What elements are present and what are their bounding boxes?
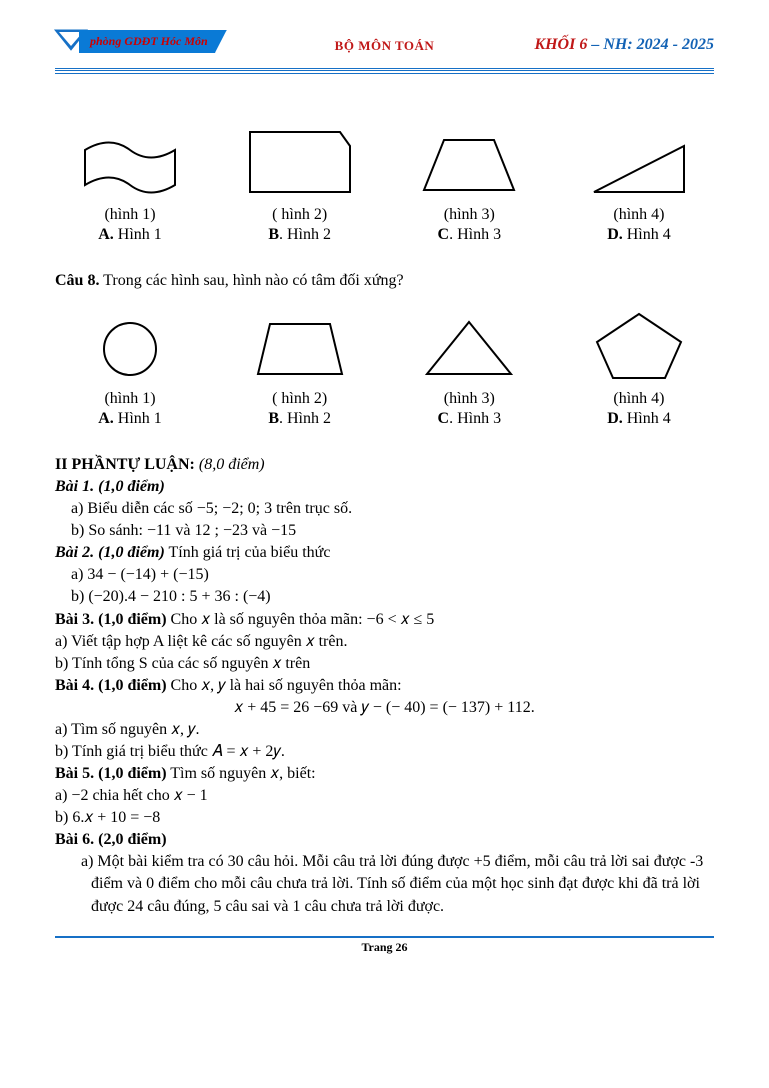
header-year: 2024 - 2025 — [637, 36, 714, 53]
bai6-a: a) Một bài kiểm tra có 30 câu hỏi. Mỗi c… — [81, 851, 714, 917]
triangle-icon — [419, 314, 519, 384]
trapezoid2-icon — [250, 314, 350, 384]
fig5-caption: (hình 1) — [55, 390, 205, 408]
fig6-caption: ( hình 2) — [225, 390, 375, 408]
header-sep: – NH: — [587, 36, 636, 53]
bai2-tail: Tính giá trị của biểu thức — [165, 544, 331, 561]
fig4-caption: (hình 4) — [564, 206, 714, 224]
fig8-option: D. Hình 4 — [564, 410, 714, 428]
fig1-opt-letter: A. — [98, 226, 114, 243]
bai3-tail: Cho 𝑥 là số nguyên thỏa mãn: −6 < 𝑥 ≤ 5 — [167, 611, 435, 628]
bai3-title: Bài 3. (1,0 điểm) — [55, 611, 167, 628]
fig2-option: B. Hình 2 — [225, 226, 375, 244]
bai5-tail: Tìm số nguyên 𝑥, biết: — [167, 765, 316, 782]
trapezoid-icon — [414, 130, 524, 200]
bai3-a: a) Viết tập hợp A liệt kê các số nguyên … — [55, 631, 714, 653]
pentagon-icon — [589, 308, 689, 384]
q8-text: Trong các hình sau, hình nào có tâm đối … — [99, 272, 403, 289]
essay-section: II PHẦNTỰ LUẬN: (8,0 điểm) Bài 1. (1,0 đ… — [55, 454, 714, 918]
bai4-eq: 𝑥 + 45 = 26 −69 và 𝑦 − (− 40) = (− 137) … — [55, 697, 714, 719]
bai2-title: Bài 2. (1,0 điểm) — [55, 544, 165, 561]
bai1-a: a) Biểu diễn các số −5; −2; 0; 3 trên tr… — [55, 498, 714, 520]
fig6-option: B. Hình 2 — [225, 410, 375, 428]
bai2-a: a) 34 − (−14) + (−15) — [55, 564, 714, 586]
figure-row-2: (hình 1) A. Hình 1 ( hình 2) B. Hình 2 (… — [55, 308, 714, 428]
fig8-cell: (hình 4) D. Hình 4 — [564, 308, 714, 428]
fig5-opt-letter: A. — [98, 410, 114, 427]
figure-row-1: (hình 1) A. Hình 1 ( hình 2) B. Hình 2 (… — [55, 124, 714, 244]
cut-polygon-icon — [240, 124, 360, 200]
right-triangle-icon — [584, 136, 694, 200]
bai1-title: Bài 1. (1,0 điểm) — [55, 478, 165, 495]
essay-section-title: II PHẦNTỰ LUẬN: — [55, 456, 195, 473]
fig3-option: C. Hình 3 — [394, 226, 544, 244]
circle-icon — [90, 314, 170, 384]
fig1-cell: (hình 1) A. Hình 1 — [55, 130, 205, 244]
fig5-option: A. Hình 1 — [55, 410, 205, 428]
fig6-opt-letter: B — [268, 410, 279, 427]
fig7-opt-letter: C — [438, 410, 450, 427]
fig7-option: C. Hình 3 — [394, 410, 544, 428]
q8-label: Câu 8. — [55, 272, 99, 289]
essay-section-points: (8,0 điểm) — [195, 456, 265, 473]
fig1-caption: (hình 1) — [55, 206, 205, 224]
question-8: Câu 8. Trong các hình sau, hình nào có t… — [55, 272, 714, 290]
bai4-title: Bài 4. (1,0 điểm) — [55, 677, 167, 694]
fig6-cell: ( hình 2) B. Hình 2 — [225, 314, 375, 428]
fig8-opt-letter: D. — [607, 410, 623, 427]
bai5-a: a) −2 chia hết cho 𝑥 − 1 — [55, 785, 714, 807]
fig8-opt-text: Hình 4 — [623, 410, 671, 427]
fig2-opt-letter: B — [268, 226, 279, 243]
bai4-b: b) Tính giá trị biểu thức 𝐴 = 𝑥 + 2𝑦. — [55, 741, 714, 763]
fig8-caption: (hình 4) — [564, 390, 714, 408]
fig4-option: D. Hình 4 — [564, 226, 714, 244]
header-grade-year: KHỐI 6 – NH: 2024 - 2025 — [534, 36, 714, 54]
page-footer: Trang 26 — [55, 938, 714, 955]
fig7-cell: (hình 3) C. Hình 3 — [394, 314, 544, 428]
fig6-opt-text: . Hình 2 — [279, 410, 331, 427]
page-header: phòng GDĐT Hóc Môn BỘ MÔN TOÁN KHỐI 6 – … — [55, 30, 714, 64]
bai5-title: Bài 5. (1,0 điểm) — [55, 765, 167, 782]
fig4-opt-text: Hình 4 — [623, 226, 671, 243]
fig1-opt-text: Hình 1 — [114, 226, 162, 243]
bai5-b: b) 6.𝑥 + 10 = −8 — [55, 807, 714, 829]
bai1-b: b) So sánh: −11 và 12 ; −23 và −15 — [55, 520, 714, 542]
bai4-tail: Cho 𝑥, 𝑦 là hai số nguyên thỏa mãn: — [167, 677, 402, 694]
fig4-opt-letter: D. — [607, 226, 623, 243]
fig1-option: A. Hình 1 — [55, 226, 205, 244]
fig7-opt-text: . Hình 3 — [449, 410, 501, 427]
fig4-cell: (hình 4) D. Hình 4 — [564, 136, 714, 244]
fig2-opt-text: . Hình 2 — [279, 226, 331, 243]
fig7-caption: (hình 3) — [394, 390, 544, 408]
fig3-opt-letter: C — [438, 226, 450, 243]
flag-shape-icon — [75, 130, 185, 200]
bai2-b: b) (−20).4 − 210 : 5 + 36 : (−4) — [55, 586, 714, 608]
fig2-caption: ( hình 2) — [225, 206, 375, 224]
header-rule2 — [55, 73, 714, 74]
header-rule — [55, 68, 714, 71]
bai6-title: Bài 6. (2,0 điểm) — [55, 831, 167, 848]
fig5-opt-text: Hình 1 — [114, 410, 162, 427]
header-grade: KHỐI 6 — [534, 36, 587, 53]
fig3-opt-text: . Hình 3 — [449, 226, 501, 243]
fig5-cell: (hình 1) A. Hình 1 — [55, 314, 205, 428]
fig3-cell: (hình 3) C. Hình 3 — [394, 130, 544, 244]
bai4-a: a) Tìm số nguyên 𝑥, 𝑦. — [55, 719, 714, 741]
fig3-caption: (hình 3) — [394, 206, 544, 224]
fig2-cell: ( hình 2) B. Hình 2 — [225, 124, 375, 244]
bai3-b: b) Tính tổng S của các số nguyên 𝑥 trên — [55, 653, 714, 675]
